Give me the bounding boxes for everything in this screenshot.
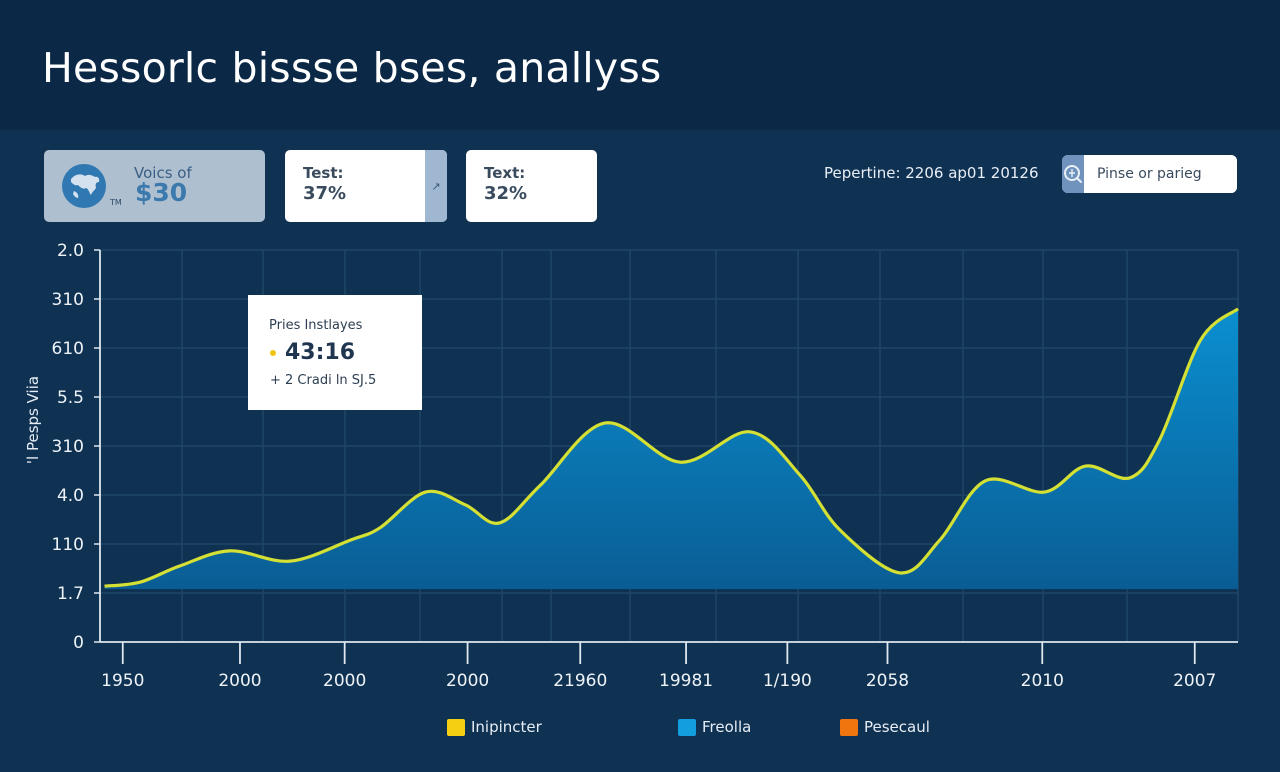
x-tick-label: 2000 — [323, 671, 366, 691]
legend-label: Freolla — [702, 718, 751, 736]
y-tick-label: 0 — [73, 633, 84, 653]
kpi-value: 37% — [303, 183, 346, 204]
search-button[interactable] — [1062, 155, 1084, 193]
legend-swatch — [840, 719, 858, 736]
x-axis-ticks: 1950 2000 2000 2000 21960 19981 1/190 2058 2010 2… — [101, 642, 1216, 691]
kpi-label: Test: — [303, 164, 344, 182]
legend-item-0[interactable]: Inipincter — [447, 718, 542, 736]
tooltip-title: Pries Instlayes — [269, 318, 362, 333]
globe-icon — [61, 163, 107, 209]
y-axis-label: 'l Pesps Viia — [24, 376, 42, 464]
x-tick-label: 1/190 — [763, 671, 812, 691]
kpi-card-voice[interactable]: TM Voics of $30 — [44, 150, 265, 222]
y-tick-label: 4.0 — [57, 486, 84, 506]
y-tick-label: 5.5 — [57, 388, 84, 408]
pin-button[interactable]: ↗ — [425, 150, 447, 222]
kpi-value: 32% — [484, 183, 527, 204]
x-tick-label: 2010 — [1021, 671, 1064, 691]
area-chart: 0 1.7 110 4.0 310 5.5 610 310 2.0 1950 2000 2000 20… — [0, 230, 1280, 768]
chart-container: 0 1.7 110 4.0 310 5.5 610 310 2.0 1950 2000 2000 20… — [0, 230, 1280, 768]
x-tick-label: 21960 — [553, 671, 607, 691]
legend-item-2[interactable]: Pesecaul — [840, 718, 930, 736]
legend-label: Inipincter — [471, 718, 542, 736]
y-tick-label: 310 — [52, 290, 84, 310]
tooltip-subtext: + 2 Cradi ln SJ.5 — [270, 373, 376, 388]
x-tick-label: 2007 — [1173, 671, 1216, 691]
pin-icon: ↗ — [431, 180, 440, 193]
tooltip-dot — [270, 350, 276, 356]
kpi-label: Text: — [484, 164, 525, 182]
x-tick-label: 1950 — [101, 671, 144, 691]
page-title: Hessorlc bissse bses, anallyss — [42, 44, 661, 92]
chart-legend: Inipincter Freolla Pesecaul — [0, 718, 1280, 738]
trademark-mark: TM — [110, 198, 122, 207]
legend-label: Pesecaul — [864, 718, 930, 736]
legend-item-1[interactable]: Freolla — [678, 718, 751, 736]
y-tick-label: 2.0 — [57, 241, 84, 261]
search-group — [1062, 155, 1237, 193]
kpi-value: $30 — [135, 178, 187, 207]
y-tick-label: 110 — [52, 535, 84, 555]
y-tick-label: 610 — [52, 339, 84, 359]
search-icon — [1062, 163, 1084, 185]
header-bar: Hessorlc bissse bses, anallyss — [0, 0, 1280, 130]
kpi-card-text[interactable]: Text: 32% — [466, 150, 597, 222]
x-tick-label: 2058 — [866, 671, 909, 691]
x-tick-label: 2000 — [218, 671, 261, 691]
legend-swatch — [447, 719, 465, 736]
legend-swatch — [678, 719, 696, 736]
period-text: Pepertine: 2206 ap01 20126 — [824, 164, 1039, 182]
y-tick-label: 310 — [52, 437, 84, 457]
search-input[interactable] — [1084, 155, 1237, 193]
kpi-card-test[interactable]: Test: 37% ↗ — [285, 150, 447, 222]
x-tick-label: 2000 — [446, 671, 489, 691]
tooltip-value: 43:16 — [285, 340, 355, 365]
chart-tooltip: Pries Instlayes 43:16 + 2 Cradi ln SJ.5 — [248, 295, 422, 410]
x-tick-label: 19981 — [659, 671, 713, 691]
y-axis-ticks: 0 1.7 110 4.0 310 5.5 610 310 2.0 — [52, 241, 100, 653]
y-tick-label: 1.7 — [57, 584, 84, 604]
